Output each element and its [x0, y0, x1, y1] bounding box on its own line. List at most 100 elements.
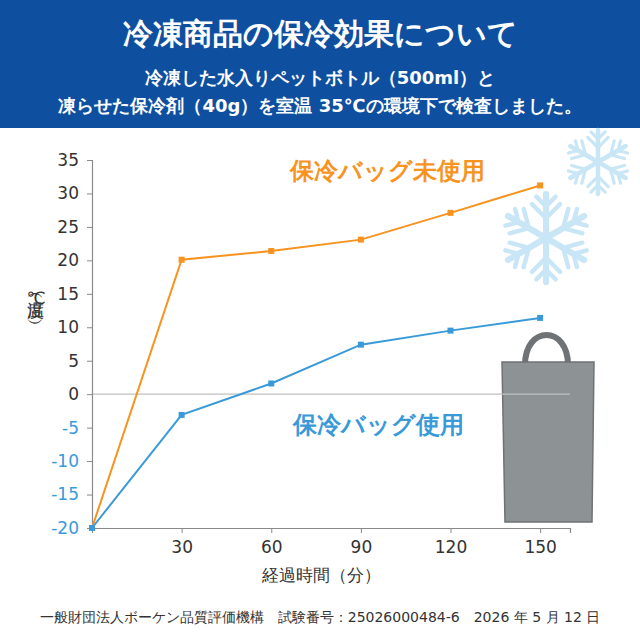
x-axis-line [93, 529, 571, 534]
zero-line [92, 394, 570, 395]
x-tick: 30 [171, 528, 193, 557]
y-tick: -20 [51, 518, 92, 538]
snowflake-branch [614, 141, 624, 151]
y-tick-label: -5 [62, 418, 79, 438]
series-line [92, 185, 540, 528]
chart-root: 冷凍商品の保冷効果について冷凍した水入りペットボトル（500ml）と凍らせた保冷… [0, 0, 640, 640]
data-point [179, 257, 185, 263]
snowflake-branch [510, 209, 523, 222]
y-tick-label: 0 [68, 384, 79, 404]
x-tick-label: 30 [171, 537, 193, 557]
x-tick-mark [182, 528, 183, 533]
x-tick-label: 150 [524, 537, 556, 557]
y-tick-label: 35 [57, 150, 79, 170]
y-tick: 5 [68, 351, 92, 371]
y-tick: -5 [62, 418, 92, 438]
series-label: 保冷バッグ使用 [292, 411, 464, 439]
y-tick-label: 20 [57, 250, 79, 270]
y-axis-line [87, 161, 93, 529]
y-tick: -15 [51, 484, 92, 504]
x-tick-label: 90 [351, 537, 373, 557]
y-tick-label: 15 [57, 284, 79, 304]
y-axis: -20 -15 -10 -5 0 5 10 15 20 25 30 35 [51, 150, 92, 538]
x-tick: 150 [524, 528, 556, 557]
snowflake-icon [501, 194, 591, 282]
bag-handle [525, 335, 568, 365]
bag-body [502, 362, 594, 522]
y-tick-mark [87, 461, 92, 462]
y-tick: 0 [68, 384, 92, 404]
data-point [89, 525, 95, 531]
y-tick-label: 30 [57, 183, 79, 203]
y-tick-mark [87, 193, 92, 194]
snowflake-branch [591, 185, 598, 192]
snowflake-branch [572, 174, 582, 184]
y-tick-mark [87, 495, 92, 496]
y-tick-mark [87, 160, 92, 161]
x-tick-mark [361, 528, 362, 533]
y-axis-title: 温度（℃） [26, 288, 46, 324]
data-point [268, 248, 274, 254]
bag-icon [502, 335, 594, 522]
snowflake-branch [546, 197, 556, 207]
x-axis: 30 60 90 120 150 [93, 528, 571, 557]
data-point [448, 210, 454, 216]
y-tick: 10 [57, 317, 92, 337]
x-tick-label: 60 [261, 537, 283, 557]
y-tick-mark [87, 327, 92, 328]
data-point [448, 328, 454, 334]
y-tick: 15 [57, 284, 92, 304]
snowflake-branch [598, 132, 605, 139]
data-point [358, 342, 364, 348]
snowflake-branch [536, 270, 546, 280]
y-tick: -10 [51, 451, 92, 471]
y-tick-mark [87, 361, 92, 362]
series-line [92, 318, 540, 528]
data-point [179, 412, 185, 418]
data-point [537, 182, 543, 188]
y-tick: 20 [57, 250, 92, 270]
x-tick: 60 [261, 528, 283, 557]
y-tick-label: 10 [57, 317, 79, 337]
y-tick: 25 [57, 217, 92, 237]
snowflake-branch [569, 254, 582, 267]
y-tick-mark [87, 394, 92, 395]
data-point [537, 315, 543, 321]
snowflake-branch [505, 245, 518, 258]
data-point [268, 380, 274, 386]
y-tick-mark [87, 227, 92, 228]
subtitle: 凍らせた保冷剤（40g）を室温 35℃の環境下で検査しました。 [58, 95, 581, 116]
data-point [89, 525, 95, 531]
snowflake-branch [569, 209, 582, 222]
y-tick: 30 [57, 183, 92, 203]
snowflake-branch [573, 217, 586, 230]
y-tick-label: 25 [57, 217, 79, 237]
source-note: 一般財団法人ボーケン品質評価機構 試験番号：25026000484-6 2026… [40, 609, 601, 625]
series-label: 保冷バッグ未使用 [289, 157, 485, 185]
x-tick: 90 [351, 528, 373, 557]
title: 冷凍商品の保冷効果について [123, 16, 518, 51]
x-axis-title: 経過時間（分） [261, 565, 381, 585]
snowflake-icon [565, 130, 631, 194]
snowflake-branch [572, 141, 582, 151]
snowflake-branch [614, 174, 624, 184]
x-tick-mark [271, 528, 272, 533]
header-band [0, 0, 640, 128]
x-tick-label: 120 [435, 537, 467, 557]
plot-area [89, 182, 543, 531]
y-tick-mark [87, 294, 92, 295]
x-tick-mark [451, 528, 452, 533]
y-tick-mark [87, 260, 92, 261]
subtitle: 冷凍した水入りペットボトル（500ml）と [145, 67, 496, 88]
y-tick: 35 [57, 150, 92, 170]
y-tick-label: -20 [51, 518, 79, 538]
y-tick-mark [87, 428, 92, 429]
snowflake-branch [510, 254, 523, 267]
y-tick-label: 5 [68, 351, 79, 371]
y-tick-label: -10 [51, 451, 79, 471]
x-tick-mark [540, 528, 541, 533]
y-tick-label: -15 [51, 484, 79, 504]
x-tick: 120 [435, 528, 467, 557]
snowflake-branch [568, 167, 578, 177]
data-point [358, 237, 364, 243]
